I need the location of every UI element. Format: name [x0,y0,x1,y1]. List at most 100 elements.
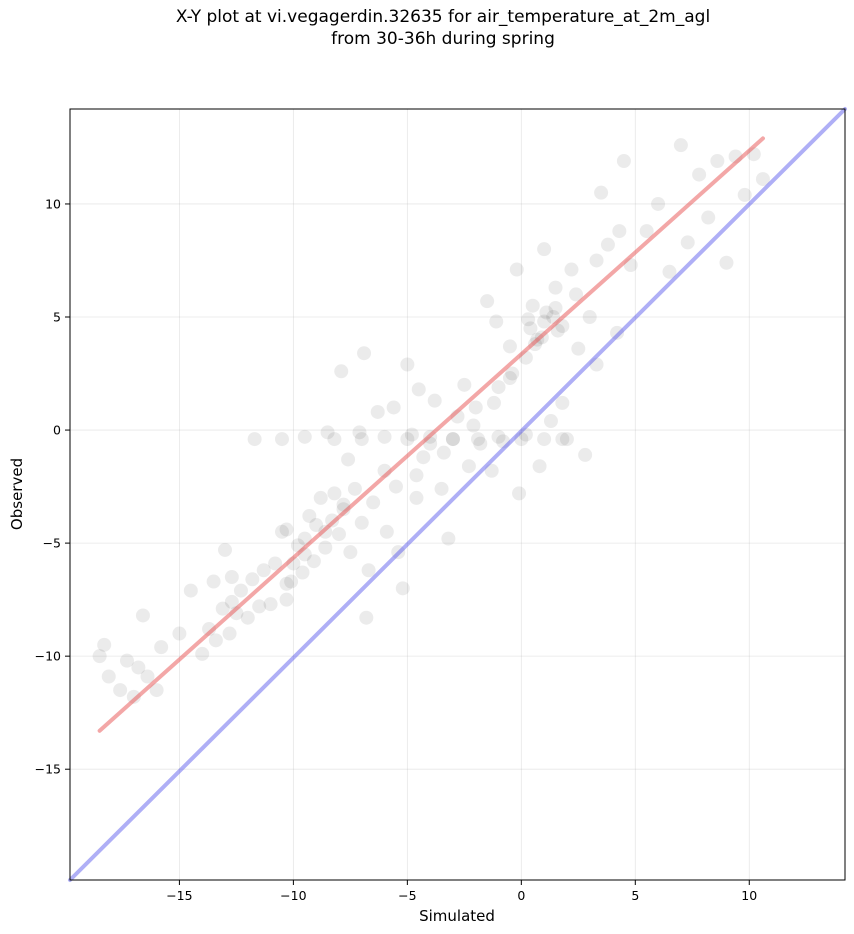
data-point-58 [370,404,385,419]
data-point-50 [343,545,358,560]
data-point-85 [502,339,517,354]
data-point-56 [361,563,376,578]
cluster-point-6 [486,395,501,410]
data-point-30 [274,524,289,539]
plot-frame [69,108,846,881]
data-point-116 [701,210,716,225]
data-point-39 [306,554,321,569]
chart-title-line-1: X-Y plot at vi.vegagerdin.32635 for air_… [176,7,710,27]
data-point-6 [131,660,146,675]
cluster-point-12 [589,253,604,268]
data-point-136 [555,432,570,447]
data-point-94 [539,305,554,320]
cluster-point-7 [466,418,481,433]
data-point-132 [471,432,486,447]
data-point-63 [391,545,406,560]
data-point-123 [247,432,262,447]
data-point-16 [208,633,223,648]
grid [70,109,845,880]
data-point-23 [233,583,248,598]
data-point-92 [532,459,547,474]
x-tick-label-1: −10 [280,888,306,903]
data-point-118 [719,255,734,270]
x-tick-label-5: 10 [741,888,757,903]
data-point-1 [97,637,112,652]
data-point-110 [639,224,654,239]
y-tick-label-3: 0 [53,423,61,438]
data-point-98 [555,395,570,410]
data-point-25 [245,572,260,587]
data-point-36 [295,565,310,580]
fit-line [97,136,765,733]
cluster-point-0 [537,314,552,329]
data-point-27 [256,563,271,578]
x-tick-label-3: 0 [517,888,525,903]
data-point-55 [359,610,374,625]
data-point-38 [302,508,317,523]
x-tick-label-0: −15 [166,888,192,903]
data-point-31 [279,592,294,607]
cluster-point-1 [548,300,563,315]
data-point-79 [473,436,488,451]
data-point-108 [616,154,631,169]
cluster-point-13 [612,224,627,239]
data-point-76 [457,377,472,392]
cluster-point-4 [502,371,517,386]
data-point-52 [352,425,367,440]
data-point-131 [445,432,460,447]
data-point-5 [126,689,141,704]
data-point-12 [183,583,198,598]
data-point-49 [341,452,356,467]
data-point-11 [172,626,187,641]
x-axis-ticks: −15 −10 −5 0 5 10 [166,880,757,903]
data-point-102 [578,447,593,462]
data-point-72 [434,481,449,496]
data-point-117 [710,154,725,169]
reference-lines [68,107,847,882]
data-point-103 [582,310,597,325]
data-point-21 [224,570,239,585]
data-point-124 [274,432,289,447]
data-point-122 [755,172,770,187]
x-axis-label: Simulated [419,907,495,925]
data-point-42 [318,540,333,555]
data-point-29 [268,556,283,571]
y-tick-label-0: −15 [35,762,61,777]
data-point-57 [366,495,381,510]
data-point-43 [320,425,335,440]
data-point-40 [309,518,324,533]
data-point-81 [484,463,499,478]
data-point-77 [461,459,476,474]
x-tick-label-2: −5 [398,888,416,903]
data-point-105 [594,185,609,200]
y-axis-label: Observed [8,458,26,530]
data-point-9 [149,683,164,698]
data-point-3 [113,683,128,698]
cluster-point-8 [436,445,451,460]
data-point-74 [445,432,460,447]
data-point-83 [491,380,506,395]
data-point-137 [525,298,540,313]
data-point-100 [564,262,579,277]
data-point-90 [523,321,538,336]
y-tick-label-4: 5 [53,310,61,325]
data-point-2 [101,669,116,684]
data-point-15 [206,574,221,589]
data-point-126 [327,432,342,447]
data-point-133 [491,429,506,444]
data-point-54 [357,346,372,361]
cluster-point-5 [569,287,584,302]
data-point-112 [662,264,677,279]
data-point-71 [427,393,442,408]
data-point-73 [441,531,456,546]
data-point-26 [252,599,267,614]
data-point-107 [610,325,625,340]
data-point-101 [571,341,586,356]
data-point-66 [404,427,419,442]
cluster-point-15 [409,468,424,483]
data-point-46 [331,527,346,542]
data-point-32 [279,522,294,537]
cluster-point-17 [521,312,536,327]
y-tick-label-1: −10 [35,649,61,664]
data-point-8 [140,669,155,684]
